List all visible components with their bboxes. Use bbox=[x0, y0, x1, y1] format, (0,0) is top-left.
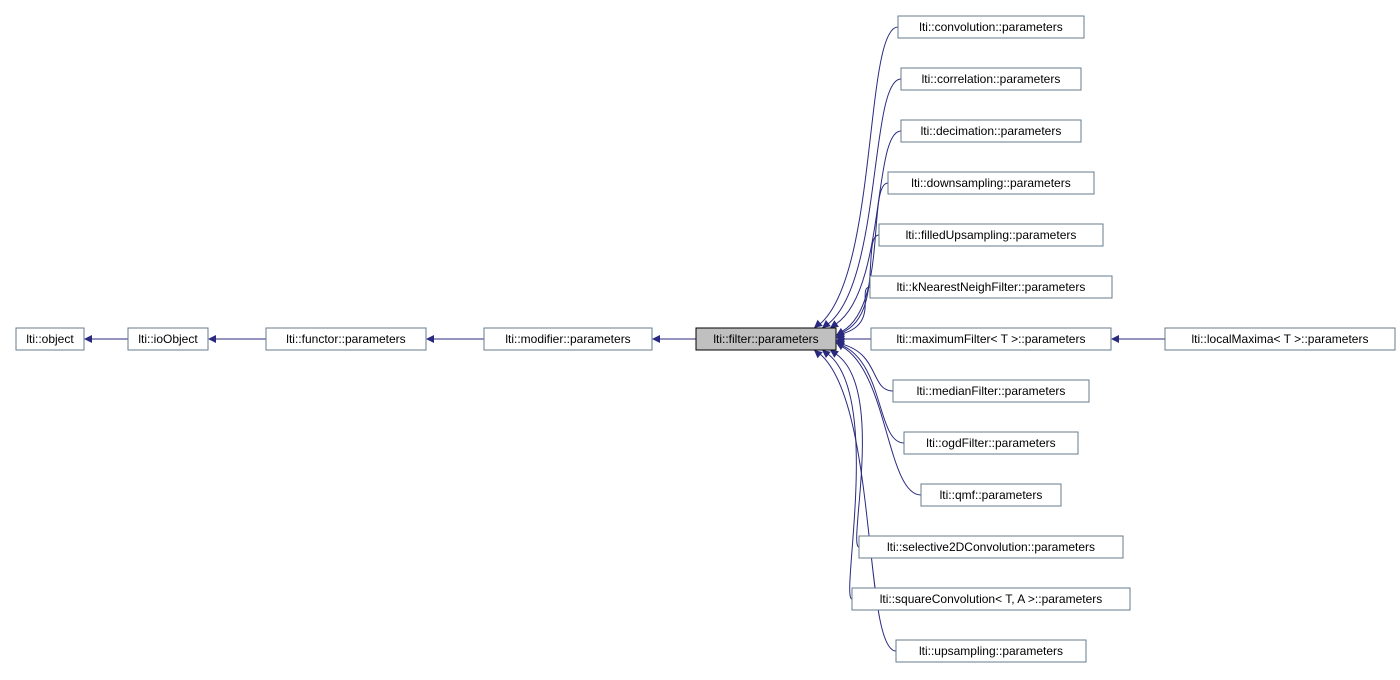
node-ioObject[interactable]: lti::ioObject bbox=[128, 328, 208, 350]
node-label: lti::object bbox=[26, 332, 74, 346]
node-up[interactable]: lti::upsampling::parameters bbox=[896, 640, 1086, 662]
edge-sqconv-to-filter bbox=[822, 350, 856, 599]
node-label: lti::maximumFilter< T >::parameters bbox=[897, 332, 1086, 346]
inheritance-diagram: lti::object lti::ioObject lti::functor::pa… bbox=[0, 0, 1400, 680]
node-dec[interactable]: lti::decimation::parameters bbox=[901, 120, 1081, 142]
arrowhead-icon bbox=[814, 350, 823, 358]
node-down[interactable]: lti::downsampling::parameters bbox=[888, 172, 1094, 194]
node-sqconv[interactable]: lti::squareConvolution< T, A >::paramete… bbox=[852, 588, 1130, 610]
node-label: lti::filter::parameters bbox=[713, 332, 818, 346]
node-median[interactable]: lti::medianFilter::parameters bbox=[893, 380, 1089, 402]
node-label: lti::downsampling::parameters bbox=[911, 176, 1070, 190]
node-knn[interactable]: lti::kNearestNeighFilter::parameters bbox=[870, 276, 1112, 298]
node-label: lti::ioObject bbox=[138, 332, 198, 346]
edge-modifier-to-functor bbox=[426, 335, 484, 343]
node-label: lti::localMaxima< T >::parameters bbox=[1192, 332, 1369, 346]
edge-qmf-to-filter bbox=[836, 343, 921, 495]
node-maxf[interactable]: lti::maximumFilter< T >::parameters bbox=[871, 328, 1111, 350]
edge-line bbox=[842, 344, 893, 391]
node-label: lti::modifier::parameters bbox=[505, 332, 630, 346]
node-filter[interactable]: lti::filter::parameters bbox=[696, 328, 836, 350]
edge-line bbox=[842, 287, 870, 334]
node-label: lti::upsampling::parameters bbox=[919, 644, 1063, 658]
node-label: lti::selective2DConvolution::parameters bbox=[887, 540, 1095, 554]
node-label: lti::ogdFilter::parameters bbox=[926, 436, 1055, 450]
node-label: lti::squareConvolution< T, A >::paramete… bbox=[880, 592, 1103, 606]
node-label: lti::medianFilter::parameters bbox=[917, 384, 1066, 398]
edge-line bbox=[836, 354, 862, 547]
node-label: lti::filledUpsampling::parameters bbox=[906, 228, 1077, 242]
node-label: lti::correlation::parameters bbox=[922, 72, 1061, 86]
node-conv[interactable]: lti::convolution::parameters bbox=[898, 16, 1084, 38]
node-functor[interactable]: lti::functor::parameters bbox=[266, 328, 426, 350]
edge-ioObject-to-object bbox=[84, 335, 128, 343]
arrowhead-icon bbox=[208, 335, 216, 343]
node-corr[interactable]: lti::correlation::parameters bbox=[901, 68, 1081, 90]
node-ogd[interactable]: lti::ogdFilter::parameters bbox=[904, 432, 1078, 454]
node-label: lti::qmf::parameters bbox=[940, 488, 1043, 502]
node-label: lti::decimation::parameters bbox=[921, 124, 1062, 138]
node-qmf[interactable]: lti::qmf::parameters bbox=[921, 484, 1061, 506]
arrowhead-icon bbox=[84, 335, 92, 343]
edge-filter-to-modifier bbox=[652, 335, 696, 343]
node-localmax[interactable]: lti::localMaxima< T >::parameters bbox=[1165, 328, 1395, 350]
node-modifier[interactable]: lti::modifier::parameters bbox=[484, 328, 652, 350]
edge-functor-to-ioObject bbox=[208, 335, 266, 343]
node-object[interactable]: lti::object bbox=[16, 328, 84, 350]
arrowhead-icon bbox=[1111, 335, 1119, 343]
node-sel2d[interactable]: lti::selective2DConvolution::parameters bbox=[859, 536, 1123, 558]
node-label: lti::convolution::parameters bbox=[919, 20, 1062, 34]
arrowhead-icon bbox=[426, 335, 434, 343]
node-label: lti::kNearestNeighFilter::parameters bbox=[897, 280, 1086, 294]
edge-localmax-to-maxf bbox=[1111, 335, 1165, 343]
node-label: lti::functor::parameters bbox=[286, 332, 405, 346]
node-filled[interactable]: lti::filledUpsampling::parameters bbox=[879, 224, 1103, 246]
arrowhead-icon bbox=[652, 335, 660, 343]
arrowhead-icon bbox=[814, 320, 823, 328]
